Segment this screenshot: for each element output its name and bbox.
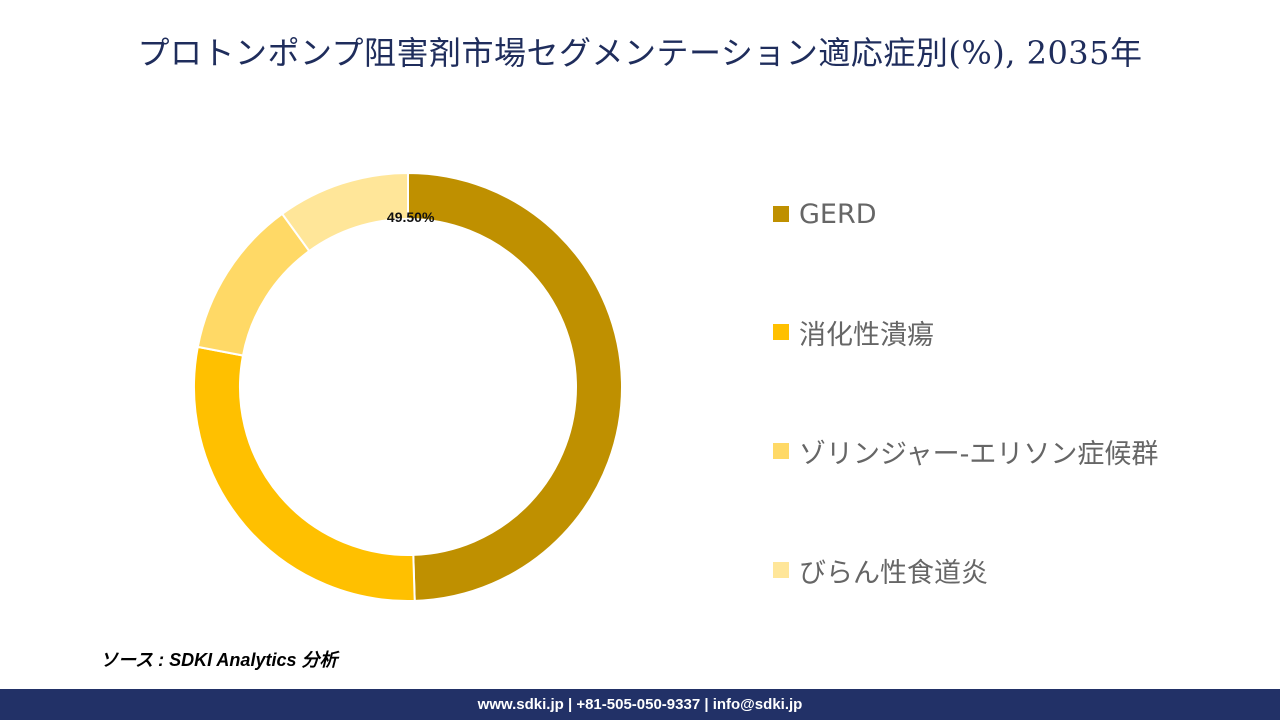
footer-contact: www.sdki.jp | +81-505-050-9337 | info@sd… — [0, 689, 1280, 720]
data-label-0: 49.50% — [387, 209, 435, 225]
legend-label: ゾリンジャー-エリソン症候群 — [799, 438, 1159, 470]
legend-label: びらん性食道炎 — [799, 557, 988, 589]
legend-item-peptic-ulcer: 消化性潰瘍 — [773, 312, 934, 352]
donut-chart: 49.50% — [193, 171, 623, 602]
legend-item-gerd: GERD — [773, 194, 877, 234]
donut-slice-3 — [280, 171, 409, 253]
chart-title: プロトンポンプ阻害剤市場セグメンテーション適応症別(%), 2035年 — [137, 34, 1143, 72]
legend-swatch-gerd — [773, 206, 789, 222]
donut-slice-1 — [193, 345, 416, 602]
data-labels: 49.50% — [387, 209, 435, 225]
legend-item-erosive-esophagitis: びらん性食道炎 — [773, 550, 988, 590]
legend-label: GERD — [799, 198, 877, 230]
legend-swatch-zollinger-ellison — [773, 443, 789, 459]
donut-slice-2 — [196, 212, 311, 357]
legend-label: 消化性潰瘍 — [799, 319, 934, 351]
legend-swatch-peptic-ulcer — [773, 324, 789, 340]
donut-slices — [193, 171, 623, 602]
source-note: ソース : SDKI Analytics 分析 — [100, 650, 338, 670]
donut-slice-0 — [407, 171, 623, 602]
legend-item-zollinger-ellison: ゾリンジャー-エリソン症候群 — [773, 431, 1158, 471]
legend-swatch-erosive-esophagitis — [773, 562, 789, 578]
